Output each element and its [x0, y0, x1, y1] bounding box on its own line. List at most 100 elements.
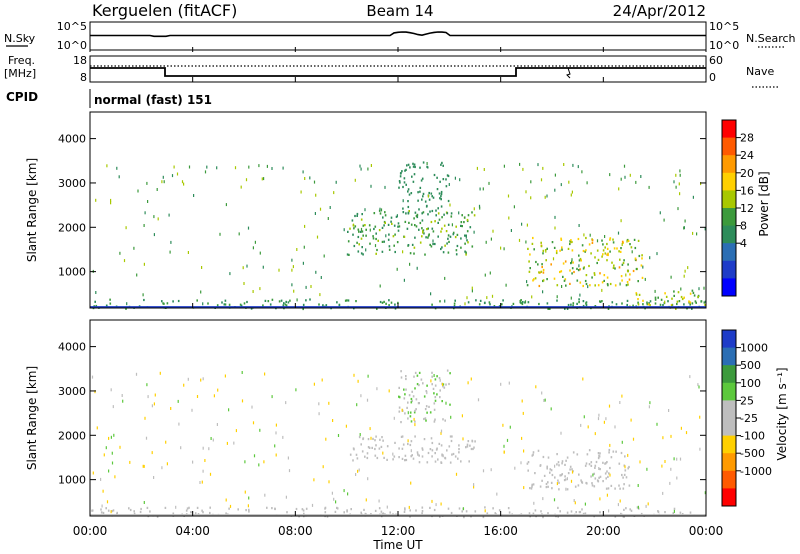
range-cell: [420, 179, 423, 182]
range-cell: [619, 282, 621, 286]
range-cell: [458, 444, 460, 447]
range-cell: [401, 408, 403, 412]
colorbar-tick-label: -1000: [740, 465, 772, 478]
range-cell: [542, 252, 544, 255]
range-cell: [365, 234, 367, 237]
range-cell: [407, 205, 410, 209]
range-cell: [648, 405, 650, 409]
range-cell: [620, 247, 622, 250]
range-cell: [426, 384, 428, 387]
range-cell: [216, 423, 218, 426]
range-cell: [474, 440, 476, 443]
range-cell: [473, 485, 475, 489]
range-cell: [229, 272, 231, 276]
range-cell: [409, 443, 412, 447]
range-cell: [383, 300, 385, 303]
range-cell: [418, 402, 420, 405]
range-cell: [553, 277, 556, 280]
range-cell: [126, 302, 128, 306]
range-cell: [102, 489, 104, 493]
range-cell: [447, 174, 450, 178]
range-cell: [551, 487, 553, 490]
range-cell: [454, 176, 456, 180]
range-cell: [429, 411, 432, 414]
range-cell: [591, 484, 594, 487]
range-cell: [388, 248, 391, 251]
range-cell: [414, 409, 416, 412]
power-colorbar-label: Power [dB]: [757, 171, 771, 236]
range-cell: [470, 447, 473, 451]
range-cell: [381, 250, 384, 253]
range-cell: [689, 303, 691, 306]
range-cell: [437, 235, 439, 238]
range-cell: [243, 302, 246, 305]
range-cell: [553, 246, 556, 249]
range-cell: [557, 479, 559, 482]
range-cell: [320, 276, 322, 279]
range-cell: [635, 180, 637, 184]
range-cell: [103, 453, 105, 457]
range-cell: [569, 282, 571, 285]
range-cell: [456, 233, 459, 236]
range-cell: [387, 223, 390, 226]
range-cell: [611, 301, 614, 304]
range-cell: [560, 270, 563, 273]
range-cell: [106, 500, 109, 504]
range-cell: [645, 504, 647, 508]
range-cell: [585, 282, 588, 286]
range-cell: [451, 453, 453, 456]
range-cell: [384, 185, 386, 189]
range-cell: [608, 472, 610, 475]
range-cell: [580, 423, 582, 427]
range-cell: [357, 235, 360, 239]
range-cell: [318, 402, 320, 406]
range-cell: [324, 507, 326, 510]
range-cell: [623, 473, 626, 476]
range-cell: [641, 254, 643, 257]
range-cell: [599, 452, 601, 455]
range-cell: [133, 510, 135, 513]
range-cell: [569, 242, 571, 246]
range-cell: [415, 509, 417, 512]
range-cell: [672, 512, 675, 515]
range-cell: [304, 177, 306, 180]
colorbar-tick-label: 12: [740, 202, 754, 215]
range-cell: [465, 446, 467, 449]
range-cell: [424, 200, 427, 203]
range-cell: [442, 418, 444, 421]
range-cell: [479, 187, 481, 191]
range-cell: [620, 275, 623, 278]
range-cell: [581, 170, 583, 174]
range-cell: [146, 506, 149, 509]
range-cell: [408, 394, 411, 397]
range-cell: [609, 173, 611, 177]
range-cell: [441, 454, 443, 457]
range-cell: [91, 375, 94, 379]
range-cell: [616, 247, 618, 250]
range-cell: [521, 399, 523, 403]
range-cell: [601, 255, 603, 258]
range-cell: [240, 304, 243, 307]
range-cell: [404, 454, 407, 457]
range-cell: [367, 167, 369, 171]
range-cell: [626, 281, 629, 284]
range-cell: [349, 227, 351, 230]
range-cell: [585, 462, 588, 465]
range-cell: [392, 458, 394, 461]
range-cell: [544, 398, 546, 402]
range-cell: [382, 451, 384, 455]
range-cell: [692, 291, 695, 294]
range-cell: [310, 285, 312, 288]
range-cell: [400, 370, 402, 373]
range-cell: [622, 261, 625, 265]
range-cell: [512, 302, 515, 305]
range-cell: [400, 376, 403, 379]
range-cell: [283, 302, 285, 305]
range-cell: [446, 449, 448, 452]
range-cell: [485, 240, 487, 244]
range-cell: [559, 474, 561, 477]
range-cell: [514, 466, 516, 470]
range-cell: [427, 234, 430, 237]
beam-title: Beam 14: [366, 2, 433, 20]
